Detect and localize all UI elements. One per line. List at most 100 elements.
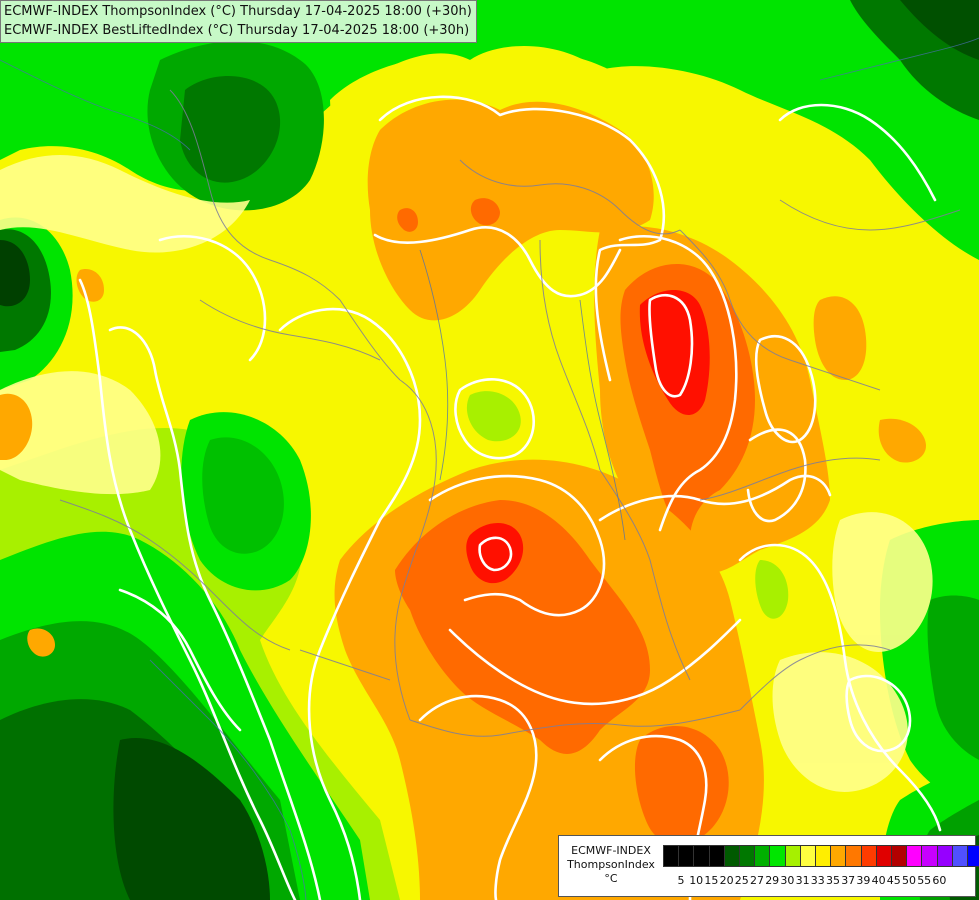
coast-1	[149, 659, 307, 900]
legend-swatch	[678, 845, 695, 867]
border-11	[299, 649, 391, 681]
pale-yellow-fields	[0, 155, 933, 792]
border-6	[679, 229, 881, 391]
contour-20	[778, 103, 937, 202]
border-8	[739, 644, 891, 711]
legend-tick-label: 39	[856, 874, 871, 887]
legend-swatch	[739, 845, 756, 867]
legend-tick-label: 5	[677, 874, 685, 887]
border-4	[459, 159, 681, 235]
contour-4	[648, 293, 694, 398]
south-orange-dark	[395, 500, 650, 754]
legend-swatch	[799, 845, 816, 867]
border-1	[169, 89, 401, 381]
north-orange-dark-spot-2	[397, 208, 418, 232]
contour-9	[478, 536, 513, 572]
border-7	[599, 469, 691, 681]
pale-band-east	[832, 512, 933, 652]
legend-swatch	[815, 845, 832, 867]
contour-19	[118, 588, 242, 732]
legend-swatch	[769, 845, 786, 867]
coast-2	[0, 59, 191, 151]
contour-21	[158, 234, 267, 362]
center-lime-spot	[466, 391, 521, 442]
legend-label: ECMWF-INDEX ThompsonIndex °C	[562, 844, 660, 886]
legend-swatch	[708, 845, 725, 867]
legend-swatch	[830, 845, 847, 867]
legend-swatch	[875, 845, 892, 867]
orange-fields	[0, 99, 926, 900]
legend-tick-label: 33	[810, 874, 825, 887]
west-orange-spot-2	[76, 269, 104, 302]
legend-tick-label: 15	[704, 874, 719, 887]
north-west-deep-green	[180, 76, 281, 183]
legend-tick-label: 10	[689, 874, 704, 887]
legend-swatch	[845, 845, 862, 867]
contour-6	[108, 326, 322, 900]
title-line-2: ECMWF-INDEX BestLiftedIndex (°C) Thursda…	[4, 23, 470, 38]
legend-tick-label: 29	[765, 874, 780, 887]
south-red-core	[466, 522, 524, 584]
legend-swatch	[693, 845, 710, 867]
legend-swatch	[784, 845, 801, 867]
border-2	[394, 379, 437, 721]
legend-swatch	[906, 845, 923, 867]
coast-3	[819, 37, 979, 81]
legend-model: ECMWF-INDEX	[571, 844, 651, 857]
border-13	[699, 457, 881, 501]
east-orange	[813, 296, 867, 380]
center-west-dark-green	[202, 437, 284, 554]
coastlines	[0, 37, 979, 900]
border-9	[199, 299, 381, 361]
legend-swatch	[891, 845, 908, 867]
legend-swatch	[967, 845, 979, 867]
contour-lines	[78, 95, 942, 900]
contour-14	[746, 428, 807, 523]
legend-unit: °C	[604, 872, 618, 885]
contour-10	[598, 474, 832, 522]
river-1	[579, 299, 626, 541]
contour-11	[448, 618, 742, 706]
east-dark-green	[927, 595, 979, 760]
contour-17	[845, 674, 912, 753]
title-line-1: ECMWF-INDEX ThompsonIndex (°C) Thursday …	[4, 4, 472, 19]
contour-3	[618, 234, 738, 532]
legend-tick-label: 35	[826, 874, 840, 887]
west-orange-spot	[0, 393, 33, 460]
north-orange	[367, 99, 654, 321]
legend-swatch	[921, 845, 938, 867]
contour-15	[754, 334, 817, 444]
east-orange-2	[878, 418, 926, 463]
legend-tick-label: 55	[917, 874, 932, 887]
pale-band-west	[0, 371, 161, 495]
map-title: ECMWF-INDEX ThompsonIndex (°C) Thursday …	[0, 0, 477, 43]
country-borders	[59, 89, 961, 737]
legend-swatch	[936, 845, 953, 867]
legend-tick-label: 27	[750, 874, 764, 887]
legend-tick-label: 60	[932, 874, 947, 887]
legend-tick-label: 50	[902, 874, 916, 887]
north-orange-dark-spot	[470, 198, 500, 226]
border-12	[779, 199, 961, 231]
legend-swatch	[663, 845, 680, 867]
contour-12	[418, 694, 538, 900]
contour-8	[428, 474, 606, 617]
contour-1	[378, 95, 666, 382]
pale-band-southeast	[772, 652, 908, 792]
legend-swatch	[951, 845, 968, 867]
contour-2	[373, 226, 622, 298]
border-3	[409, 709, 741, 737]
southwest-orange-spot	[27, 628, 55, 657]
contour-5	[278, 307, 422, 900]
river-2	[419, 249, 449, 481]
legend-swatch	[723, 845, 740, 867]
center-red-core	[639, 290, 710, 415]
legend-parameter: ThompsonIndex	[567, 858, 655, 871]
color-legend: ECMWF-INDEX ThompsonIndex °C 5 10 15 20 25 27…	[558, 835, 979, 897]
border-5	[539, 239, 601, 471]
pale-band-north	[0, 155, 250, 253]
southwest-darkest-green	[113, 738, 270, 900]
legend-swatch	[754, 845, 771, 867]
southeast-orange-dark	[634, 726, 729, 845]
